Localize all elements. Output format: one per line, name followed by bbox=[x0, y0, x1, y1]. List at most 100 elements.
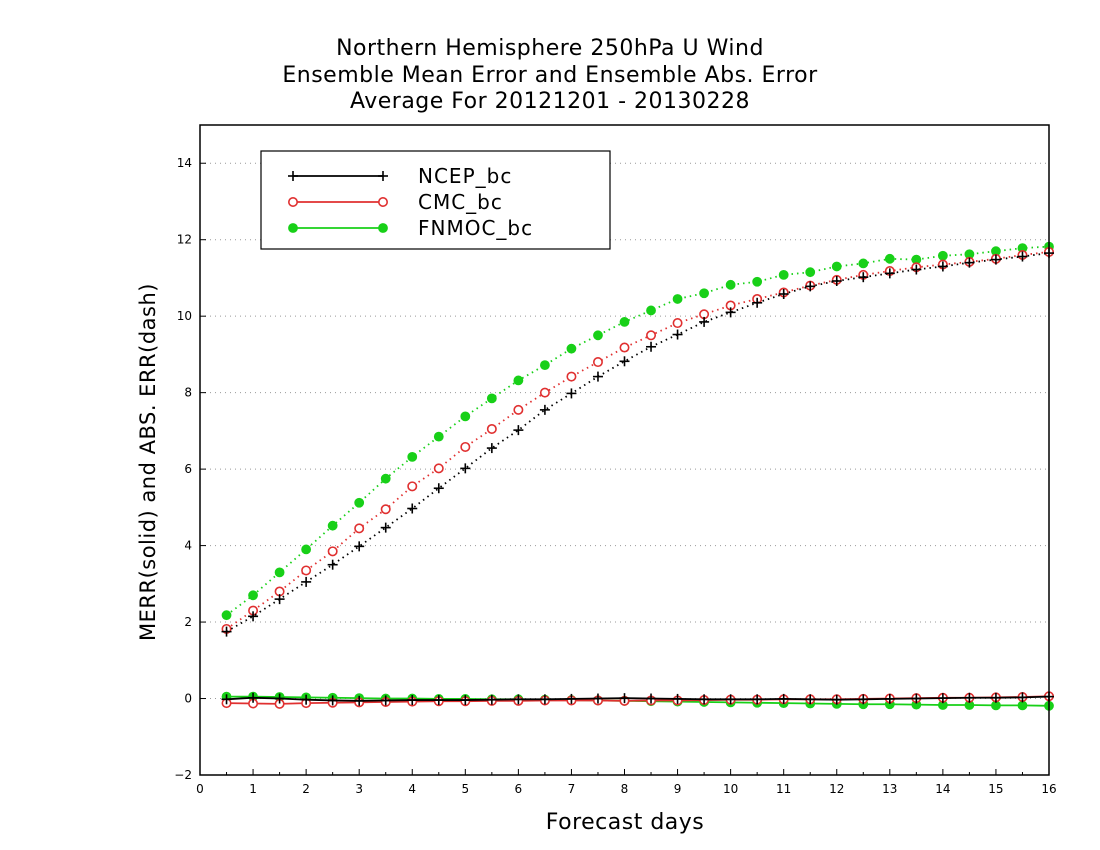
point-ncep-bc-abs-err bbox=[884, 268, 895, 279]
point-ncep-bc-abs-err bbox=[619, 356, 630, 367]
point-fnmoc-bc-abs-err bbox=[407, 451, 418, 462]
y-tick-label: 8 bbox=[184, 386, 192, 400]
point-ncep-bc-merr bbox=[937, 693, 948, 704]
point-ncep-bc-abs-err bbox=[539, 404, 550, 415]
legend-marker-cmc-bc-start bbox=[287, 197, 298, 208]
point-ncep-bc-abs-err bbox=[486, 443, 497, 454]
legend-marker-fnmoc-bc-start bbox=[288, 223, 298, 233]
point-ncep-bc-merr bbox=[274, 693, 285, 704]
series-layer bbox=[221, 241, 1055, 711]
x-tick-label: 4 bbox=[408, 782, 416, 796]
point-fnmoc-bc-abs-err bbox=[752, 276, 763, 287]
point-ncep-bc-abs-err bbox=[433, 483, 444, 494]
point-fnmoc-bc-abs-err bbox=[274, 567, 285, 578]
point-ncep-bc-merr bbox=[407, 695, 418, 706]
point-fnmoc-bc-abs-err bbox=[699, 288, 709, 299]
x-tick-label: 8 bbox=[621, 782, 629, 796]
x-tick-label: 10 bbox=[723, 782, 738, 796]
point-ncep-bc-abs-err bbox=[778, 289, 789, 299]
x-axis-label: Forecast days bbox=[545, 810, 705, 835]
point-cmc-bc-abs-err bbox=[327, 546, 338, 557]
x-tick-label: 12 bbox=[829, 782, 844, 796]
point-ncep-bc-abs-err bbox=[964, 257, 975, 268]
point-ncep-bc-merr bbox=[1017, 692, 1028, 703]
point-cmc-bc-abs-err bbox=[592, 357, 603, 368]
point-ncep-bc-abs-err bbox=[407, 503, 418, 514]
point-ncep-bc-merr bbox=[778, 693, 789, 704]
point-ncep-bc-merr bbox=[884, 693, 895, 704]
point-ncep-bc-abs-err bbox=[937, 261, 948, 272]
point-ncep-bc-abs-err bbox=[301, 576, 312, 587]
x-tick-label: 1 bbox=[249, 782, 257, 796]
point-fnmoc-bc-abs-err bbox=[593, 330, 603, 341]
legend-marker-cmc-bc-end bbox=[377, 197, 388, 208]
point-fnmoc-bc-abs-err bbox=[884, 253, 895, 264]
point-fnmoc-bc-abs-err bbox=[486, 393, 497, 404]
point-fnmoc-bc-abs-err bbox=[433, 431, 444, 442]
point-ncep-bc-abs-err bbox=[592, 371, 603, 382]
point-ncep-bc-abs-err bbox=[354, 541, 365, 552]
point-ncep-bc-abs-err bbox=[646, 341, 657, 352]
point-ncep-bc-abs-err bbox=[752, 297, 763, 308]
chart-title-line-1: Northern Hemisphere 250hPa U Wind bbox=[336, 36, 764, 61]
legend-marker-ncep-bc-end bbox=[378, 171, 388, 181]
y-tick-label: 0 bbox=[184, 692, 192, 706]
point-ncep-bc-abs-err bbox=[725, 307, 736, 318]
point-ncep-bc-merr bbox=[539, 694, 550, 705]
x-tick-label: 6 bbox=[515, 782, 523, 796]
point-cmc-bc-abs-err bbox=[672, 318, 683, 329]
y-tick-label: 12 bbox=[177, 233, 192, 247]
point-fnmoc-bc-abs-err bbox=[619, 317, 630, 327]
point-ncep-bc-abs-err bbox=[831, 276, 842, 286]
point-cmc-bc-abs-err bbox=[460, 441, 471, 452]
point-ncep-bc-merr bbox=[248, 692, 259, 703]
point-cmc-bc-abs-err bbox=[619, 342, 630, 353]
point-cmc-bc-abs-err bbox=[354, 523, 365, 534]
point-ncep-bc-merr bbox=[831, 694, 842, 705]
point-cmc-bc-abs-err bbox=[486, 423, 497, 434]
point-fnmoc-bc-abs-err bbox=[221, 610, 232, 621]
y-tick-label: −2 bbox=[174, 768, 192, 782]
point-ncep-bc-abs-err bbox=[990, 254, 1001, 265]
point-ncep-bc-abs-err bbox=[248, 611, 259, 622]
point-fnmoc-bc-abs-err bbox=[460, 411, 471, 422]
point-fnmoc-bc-abs-err bbox=[725, 279, 736, 290]
y-tick-label: 2 bbox=[184, 615, 192, 629]
x-tick-label: 0 bbox=[196, 782, 204, 796]
point-ncep-bc-merr bbox=[619, 693, 630, 704]
point-fnmoc-bc-abs-err bbox=[301, 544, 312, 555]
y-tick-label: 4 bbox=[184, 539, 192, 553]
point-ncep-bc-abs-err bbox=[327, 559, 338, 570]
point-ncep-bc-merr bbox=[699, 694, 710, 705]
point-fnmoc-bc-abs-err bbox=[566, 343, 577, 354]
point-ncep-bc-merr bbox=[725, 694, 736, 705]
point-ncep-bc-merr bbox=[380, 695, 391, 706]
legend-label-ncep-bc: NCEP_bc bbox=[418, 164, 512, 188]
point-ncep-bc-abs-err bbox=[274, 594, 285, 605]
point-ncep-bc-merr bbox=[964, 692, 975, 703]
x-tick-label: 7 bbox=[568, 782, 576, 796]
y-tick-label: 6 bbox=[184, 462, 192, 476]
series-fnmoc-bc-abs-err-line bbox=[225, 245, 1050, 616]
point-ncep-bc-abs-err bbox=[805, 281, 816, 292]
point-fnmoc-bc-abs-err bbox=[540, 360, 550, 371]
x-tick-label: 13 bbox=[882, 782, 897, 796]
x-tick-label: 15 bbox=[988, 782, 1003, 796]
point-ncep-bc-abs-err bbox=[1017, 251, 1028, 262]
x-tick-label: 14 bbox=[935, 782, 950, 796]
point-ncep-bc-merr bbox=[805, 694, 816, 705]
point-cmc-bc-abs-err bbox=[433, 463, 444, 474]
point-ncep-bc-merr bbox=[592, 693, 603, 704]
point-ncep-bc-merr bbox=[566, 693, 577, 704]
point-fnmoc-bc-abs-err bbox=[858, 258, 869, 269]
point-fnmoc-bc-abs-err bbox=[354, 497, 365, 508]
point-ncep-bc-merr bbox=[486, 694, 497, 705]
point-fnmoc-bc-abs-err bbox=[778, 269, 789, 280]
point-ncep-bc-abs-err bbox=[221, 626, 232, 637]
point-fnmoc-bc-abs-err bbox=[937, 250, 948, 261]
point-ncep-bc-abs-err bbox=[380, 522, 391, 533]
point-cmc-bc-abs-err bbox=[407, 481, 418, 492]
